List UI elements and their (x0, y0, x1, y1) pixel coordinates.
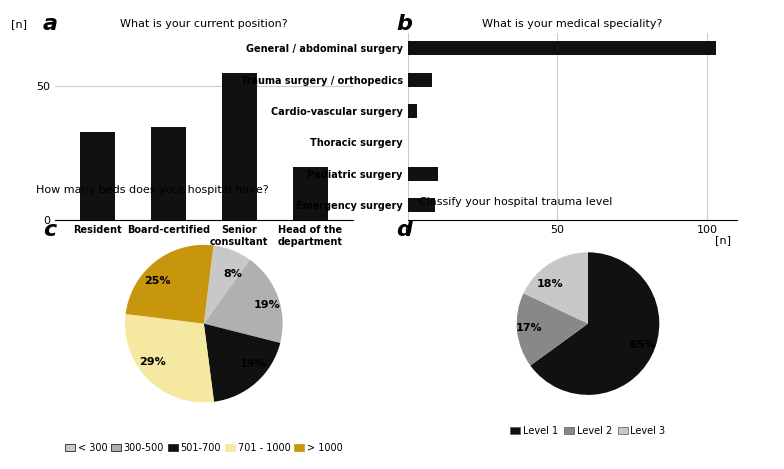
Bar (292, 167, 328, 220)
Wedge shape (517, 293, 588, 365)
Wedge shape (125, 245, 213, 324)
Text: 29%: 29% (140, 356, 166, 367)
Bar (151, 127, 186, 220)
Bar (408, 198, 434, 212)
Text: c: c (43, 220, 56, 241)
Text: 25%: 25% (144, 276, 171, 287)
Text: 19%: 19% (254, 300, 281, 310)
Wedge shape (204, 245, 250, 324)
Bar (222, 73, 257, 220)
Text: 19%: 19% (239, 359, 266, 369)
Bar (408, 41, 716, 55)
Title: What is your current position?: What is your current position? (120, 19, 288, 29)
Title: What is your medical speciality?: What is your medical speciality? (482, 19, 662, 29)
Text: How many beds does your hospital have?: How many beds does your hospital have? (36, 185, 269, 195)
Wedge shape (204, 324, 280, 402)
Y-axis label: [n]: [n] (11, 19, 27, 29)
Wedge shape (530, 252, 659, 395)
Legend: Level 1, Level 2, Level 3: Level 1, Level 2, Level 3 (506, 422, 670, 440)
Text: a: a (43, 14, 58, 34)
Bar (80, 132, 115, 220)
Text: d: d (396, 220, 412, 241)
Wedge shape (125, 314, 214, 402)
Bar (408, 104, 416, 118)
Text: b: b (396, 14, 412, 34)
Wedge shape (524, 252, 588, 324)
Text: 65%: 65% (630, 340, 656, 350)
Bar (408, 73, 432, 87)
Legend: < 300, 300-500, 501-700, 701 - 1000, > 1000: < 300, 300-500, 501-700, 701 - 1000, > 1… (61, 439, 347, 457)
Wedge shape (204, 260, 282, 343)
Text: 8%: 8% (223, 269, 242, 279)
Bar (408, 166, 437, 181)
Text: Classify your hospital trauma level: Classify your hospital trauma level (419, 197, 612, 207)
Text: 18%: 18% (536, 280, 563, 289)
Text: 17%: 17% (515, 323, 542, 333)
Text: [n]: [n] (715, 235, 731, 246)
